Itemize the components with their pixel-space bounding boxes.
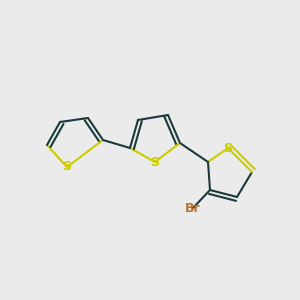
Text: S: S [151, 155, 160, 169]
Text: S: S [224, 142, 232, 154]
Text: Br: Br [185, 202, 201, 214]
Text: S: S [62, 160, 71, 173]
